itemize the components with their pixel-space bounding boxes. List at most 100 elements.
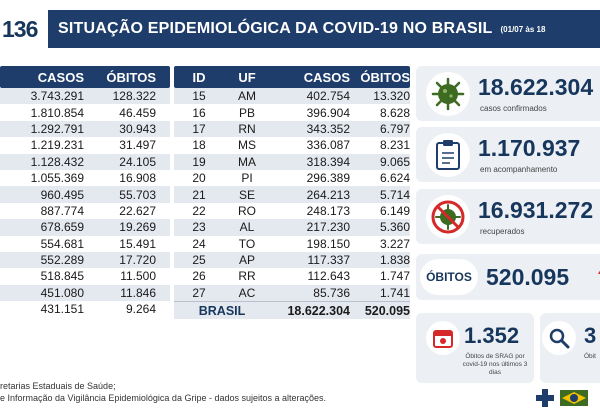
table-row: 26 RR 112.643 1.747	[174, 268, 410, 284]
deaths-card: ÓBITOS 520.095	[416, 254, 600, 300]
left-table-header: CASOS ÓBITOS	[0, 66, 170, 88]
uf-cell: RN	[238, 121, 256, 136]
id-cell: 16	[192, 105, 206, 120]
uf-cell: AL	[239, 220, 255, 235]
table-row: 24 TO 198.150 3.227	[174, 236, 410, 252]
table-row: 887.774 22.627	[0, 203, 170, 219]
confirmed-cases-value: 18.622.304	[478, 74, 594, 100]
cases-cell: 1.128.432	[30, 154, 84, 169]
deaths-cell: 1.838	[379, 253, 410, 268]
uf-cell: AC	[238, 285, 256, 300]
clipboard-icon	[426, 133, 470, 177]
total-label: BRASIL	[198, 303, 246, 318]
report-date: (01/07 às 18	[500, 24, 546, 34]
investigation-card: 3 Óbit	[540, 313, 600, 383]
uf-cell: PI	[241, 171, 253, 186]
table-row: 27 AC 85.736 1.741	[174, 284, 410, 302]
uf-cell: AM	[238, 89, 256, 104]
uf-cell: RR	[238, 269, 256, 284]
recovered-card: 16.931.272 recuperados	[416, 189, 600, 244]
id-cell: 24	[192, 236, 206, 251]
recovered-value: 16.931.272	[478, 197, 594, 223]
investigation-value: 3	[584, 323, 597, 348]
column-header-id: ID	[192, 69, 206, 85]
table-row: 1.128.432 24.105	[0, 153, 170, 170]
deaths-cell: 8.231	[379, 138, 410, 153]
cases-cell: 1.292.791	[30, 121, 84, 136]
table-row: 25 AP 117.337 1.838	[174, 251, 410, 269]
deaths-cell: 9.264	[125, 302, 156, 317]
id-cell: 21	[192, 187, 206, 202]
uf-cell: SE	[238, 187, 255, 202]
right-table-header: ID UF CASOS ÓBITOS	[174, 66, 410, 88]
srag-deaths-value: 1.352	[464, 323, 520, 348]
deaths-cell: 16.908	[119, 171, 156, 186]
investigation-label: Óbit	[584, 353, 596, 360]
cases-cell: 264.213	[306, 187, 350, 202]
deaths-cell: 31.497	[119, 138, 156, 153]
column-header-deaths: ÓBITOS	[106, 69, 156, 85]
sus-logo-icon	[536, 389, 554, 407]
table-row: 22 RO 248.173 6.149	[174, 203, 410, 219]
uf-cell: PB	[238, 105, 255, 120]
cases-cell: 336.087	[306, 138, 350, 153]
right-states-table: ID UF CASOS ÓBITOS 15 AM 402.754 13.320 16 PB…	[174, 66, 410, 320]
column-header-deaths: ÓBITOS	[360, 69, 410, 85]
table-row: 17 RN 343.352 6.797	[174, 120, 410, 138]
table-row: 451.080 11.846	[0, 284, 170, 302]
deaths-cell: 24.105	[119, 154, 156, 169]
uf-cell: MA	[238, 154, 256, 169]
cases-cell: 1.810.854	[30, 105, 84, 120]
table-row: 19 MA 318.394 9.065	[174, 153, 410, 170]
calendar-icon	[426, 321, 460, 355]
deaths-cell: 6.149	[379, 203, 410, 218]
deaths-cell: 19.269	[119, 220, 156, 235]
deaths-cell: 11.846	[120, 285, 156, 300]
recovered-label: recuperados	[480, 227, 525, 236]
magnifier-icon	[542, 321, 576, 355]
srag-deaths-card: 1.352 Óbitos de SRAG por covid-19 nos úl…	[416, 313, 534, 383]
deaths-cell: 15.491	[119, 236, 156, 251]
deaths-value: 520.095	[486, 264, 570, 290]
cases-cell: 431.151	[40, 302, 84, 317]
confirmed-cases-card: 18.622.304 casos confirmados	[416, 66, 600, 121]
uf-cell: MS	[238, 138, 256, 153]
table-row: 18 MS 336.087 8.231	[174, 137, 410, 153]
footer-source-line-2: e Informação da Vigilância Epidemiológic…	[0, 393, 327, 403]
deaths-cell: 55.703	[119, 187, 156, 202]
cases-cell: 552.289	[40, 253, 84, 268]
id-cell: 22	[192, 203, 206, 218]
table-row: 23 AL 217.230 5.360	[174, 219, 410, 236]
id-cell: 19	[192, 154, 206, 169]
monitoring-label: em acompanhamento	[480, 165, 558, 174]
table-row: 1.810.854 46.459	[0, 104, 170, 120]
total-cases: 18.622.304	[287, 303, 350, 318]
deaths-cell: 9.065	[379, 154, 410, 169]
table-row: 1.219.231 31.497	[0, 137, 170, 153]
virus-icon	[426, 72, 470, 116]
cases-cell: 248.173	[306, 203, 350, 218]
deaths-cell: 5.360	[379, 220, 410, 235]
table-row: 21 SE 264.213 5.714	[174, 186, 410, 203]
page-title: SITUAÇÃO EPIDEMIOLÓGICA DA COVID-19 NO B…	[58, 20, 493, 37]
cases-cell: 402.754	[306, 89, 350, 104]
cases-cell: 3.743.291	[30, 89, 84, 104]
footer-source-line-1: retarias Estaduais de Saúde;	[0, 381, 116, 391]
cases-cell: 112.643	[307, 269, 351, 284]
monitoring-card: 1.170.937 em acompanhamento	[416, 127, 600, 182]
column-header-cases: CASOS	[37, 69, 84, 85]
id-cell: 15	[192, 89, 206, 104]
table-row: 16 PB 396.904 8.628	[174, 104, 410, 120]
confirmed-cases-label: casos confirmados	[480, 104, 547, 113]
ministry-logo	[534, 386, 594, 410]
id-cell: 18	[192, 138, 206, 153]
column-header-cases: CASOS	[303, 69, 350, 85]
cases-cell: 1.219.231	[30, 138, 84, 153]
table-row: 15 AM 402.754 13.320	[174, 88, 410, 105]
deaths-cell: 5.714	[379, 187, 410, 202]
deaths-cell: 6.624	[379, 171, 410, 186]
id-cell: 26	[192, 269, 206, 284]
deaths-cell: 8.628	[379, 105, 410, 120]
deaths-cell: 46.459	[119, 105, 156, 120]
deaths-tag: ÓBITOS	[420, 259, 478, 295]
